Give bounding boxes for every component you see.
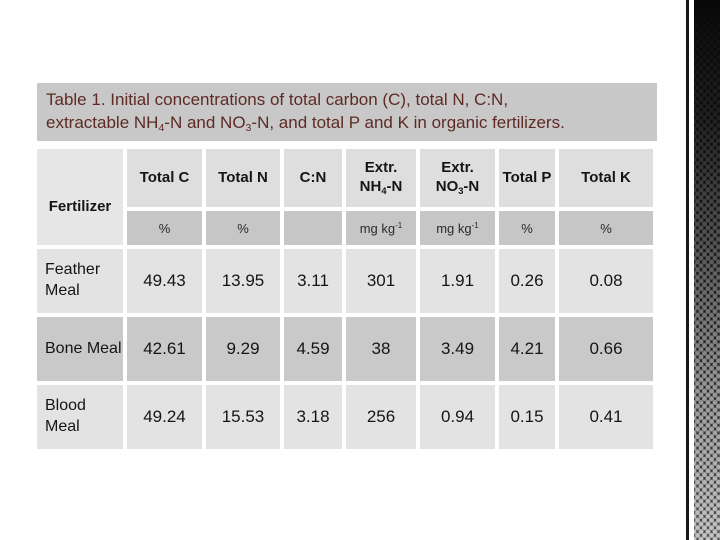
table-cell: 13.95 — [206, 249, 280, 314]
table-cell: 38 — [346, 317, 416, 382]
slide-content: Table 1. Initial concentrations of total… — [37, 83, 657, 450]
caption-line1: Table 1. Initial concentrations of total… — [46, 90, 509, 109]
table-cell: 0.66 — [559, 317, 653, 382]
table-cell: 3.49 — [420, 317, 495, 382]
table-cell: 42.61 — [127, 317, 202, 382]
table-caption: Table 1. Initial concentrations of total… — [37, 83, 657, 142]
col-header-total-k: Total K — [559, 149, 653, 208]
unit-extr-nh4-n: mg kg -1 — [346, 211, 416, 246]
table-cell: 3.11 — [284, 249, 342, 314]
halftone-dot-stripe — [694, 0, 720, 540]
col-header-total-n: Total N — [206, 149, 280, 208]
row-label-feather-meal: Feather Meal — [37, 249, 123, 314]
unit-total-p: % — [499, 211, 555, 246]
row-label-bone-meal: Bone Meal — [37, 317, 123, 382]
table-cell: 256 — [346, 385, 416, 450]
table-cell: 3.18 — [284, 385, 342, 450]
col-header-extr-no3-n: Extr. NO3-N — [420, 149, 495, 208]
unit-total-n: % — [206, 211, 280, 246]
table-cell: 1.91 — [420, 249, 495, 314]
col-header-total-p: Total P — [499, 149, 555, 208]
table-cell: 0.41 — [559, 385, 653, 450]
unit-extr-no3-n: mg kg -1 — [420, 211, 495, 246]
unit-cn — [284, 211, 342, 246]
table-cell: 0.15 — [499, 385, 555, 450]
table-cell: 49.24 — [127, 385, 202, 450]
row-label-blood-meal: Blood Meal — [37, 385, 123, 450]
col-header-cn: C:N — [284, 149, 342, 208]
table-cell: 301 — [346, 249, 416, 314]
table-cell: 4.21 — [499, 317, 555, 382]
table-cell: 0.08 — [559, 249, 653, 314]
table-cell: 15.53 — [206, 385, 280, 450]
table-cell: 0.94 — [420, 385, 495, 450]
table-cell: 9.29 — [206, 317, 280, 382]
unit-total-c: % — [127, 211, 202, 246]
table-cell: 49.43 — [127, 249, 202, 314]
col-header-extr-nh4-n: Extr. NH4-N — [346, 149, 416, 208]
unit-total-k: % — [559, 211, 653, 246]
data-table: Fertilizer Total C Total N C:N Extr. NH4… — [37, 149, 657, 450]
caption-line2: extractable NH4-N and NO3-N, and total P… — [46, 112, 565, 134]
col-header-fertilizer: Fertilizer — [37, 149, 123, 246]
edge-divider-line — [686, 0, 689, 540]
col-header-total-c: Total C — [127, 149, 202, 208]
table-cell: 0.26 — [499, 249, 555, 314]
table-cell: 4.59 — [284, 317, 342, 382]
